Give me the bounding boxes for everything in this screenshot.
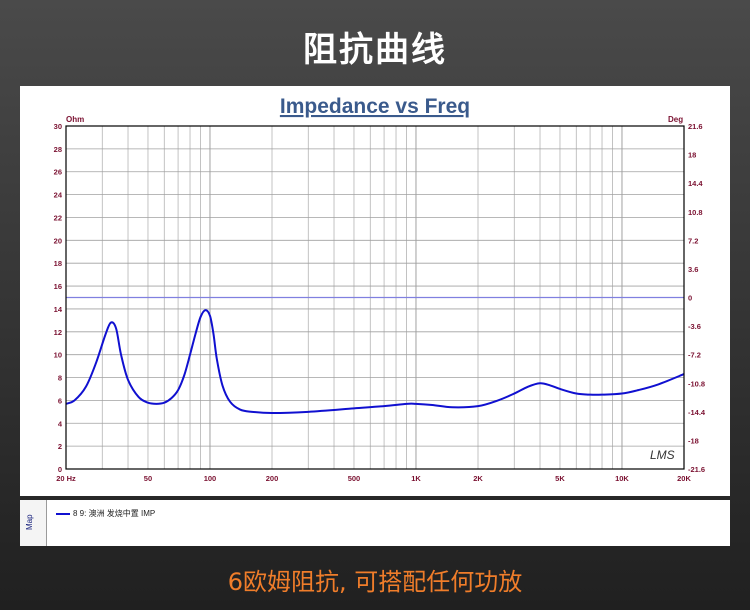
y2-tick-label: -10.8 bbox=[688, 379, 705, 388]
impedance-series-line bbox=[65, 309, 685, 414]
y-tick-label: 26 bbox=[54, 168, 62, 177]
impedance-chart: Impedance vs Freq Ohm Deg 02468101214161… bbox=[54, 95, 706, 483]
y-tick-label: 16 bbox=[54, 282, 62, 291]
x-tick-label: 10K bbox=[615, 474, 629, 483]
plot-frame bbox=[65, 125, 685, 470]
legend-entry-label: 8 9: 澳洲 发烧中置 IMP bbox=[73, 509, 156, 518]
y-tick-label: 28 bbox=[54, 145, 62, 154]
y-tick-label: 2 bbox=[58, 442, 62, 451]
y-tick-label: 0 bbox=[58, 465, 62, 474]
x-tick-label: 5K bbox=[555, 474, 565, 483]
y-axis-label: Ohm bbox=[66, 115, 84, 124]
map-tab[interactable]: Map bbox=[20, 500, 47, 546]
y2-tick-label: 14.4 bbox=[688, 179, 703, 188]
plot-area bbox=[65, 309, 685, 414]
y2-tick-label: 18 bbox=[688, 151, 696, 160]
y2-tick-label: -14.4 bbox=[688, 408, 706, 417]
y-tick-label: 30 bbox=[54, 122, 62, 131]
x-tick-label: 1K bbox=[411, 474, 421, 483]
y-tick-label: 8 bbox=[58, 374, 62, 383]
y2-tick-label: 7.2 bbox=[688, 236, 698, 245]
y-tick-label: 24 bbox=[54, 191, 63, 200]
legend-panel: Map 8 9: 澳洲 发烧中置 IMP bbox=[20, 500, 730, 546]
y2-tick-label: -7.2 bbox=[688, 351, 701, 360]
y2-tick-label: 3.6 bbox=[688, 265, 698, 274]
y-tick-label: 4 bbox=[58, 419, 63, 428]
y-tick-label: 14 bbox=[54, 305, 63, 314]
y-tick-label: 20 bbox=[54, 236, 62, 245]
chart-panel: Impedance vs Freq Ohm Deg 0 2 4 6 8 10 12 14 16 1… bbox=[20, 86, 730, 496]
caption: 6欧姆阻抗, 可搭配任何功放 bbox=[227, 568, 523, 596]
page-title: 阻抗曲线 bbox=[303, 30, 447, 70]
x-tick-label: 20K bbox=[677, 474, 691, 483]
x-tick-label: 50 bbox=[144, 474, 152, 483]
map-tab-label: Map bbox=[25, 514, 34, 530]
y-tick-label: 10 bbox=[54, 351, 62, 360]
y2-tick-label: 0 bbox=[688, 294, 692, 303]
legend-swatch bbox=[56, 512, 70, 515]
chart-title: Impedance vs Freq bbox=[280, 95, 470, 118]
y2-tick-label: -3.6 bbox=[688, 322, 701, 331]
legend-entry: 8 9: 澳洲 发烧中置 IMP bbox=[56, 508, 155, 519]
y2-axis-label: Deg bbox=[668, 115, 683, 124]
y2-tick-label: -18 bbox=[688, 436, 699, 445]
y-tick-label: 12 bbox=[54, 328, 62, 337]
y2-tick-label: -21.6 bbox=[688, 465, 705, 474]
x-tick-label: 100 bbox=[204, 474, 217, 483]
y-tick-label: 22 bbox=[54, 213, 62, 222]
x-tick-label: 2K bbox=[473, 474, 483, 483]
x-tick-label: 200 bbox=[266, 474, 279, 483]
y2-tick-label: 10.8 bbox=[688, 208, 703, 217]
x-tick-label: 20 Hz bbox=[56, 474, 76, 483]
y-tick-label: 6 bbox=[58, 396, 62, 405]
x-tick-label: 500 bbox=[348, 474, 361, 483]
y2-tick-label: 21.6 bbox=[688, 122, 703, 131]
y-tick-label: 18 bbox=[54, 259, 62, 268]
lms-watermark: LMS bbox=[650, 448, 675, 462]
